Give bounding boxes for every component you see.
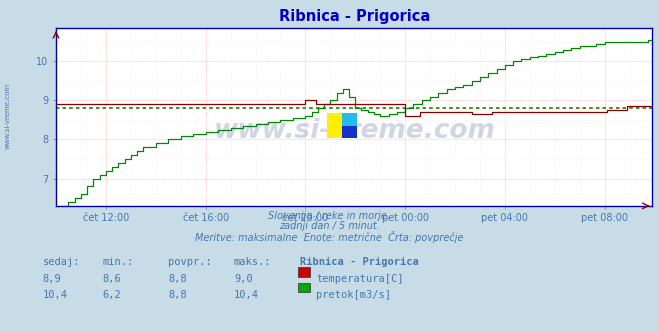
Text: 8,9: 8,9 (43, 274, 61, 284)
Text: 10,4: 10,4 (234, 290, 259, 299)
Text: Ribnica - Prigorica: Ribnica - Prigorica (300, 257, 418, 267)
Text: 6,2: 6,2 (102, 290, 121, 299)
Text: Meritve: maksimalne  Enote: metrične  Črta: povprečje: Meritve: maksimalne Enote: metrične Črta… (195, 231, 464, 243)
Text: temperatura[C]: temperatura[C] (316, 274, 404, 284)
Text: sedaj:: sedaj: (43, 257, 80, 267)
Text: pretok[m3/s]: pretok[m3/s] (316, 290, 391, 299)
Bar (342, 114, 357, 126)
Text: 8,8: 8,8 (168, 290, 186, 299)
Text: 8,8: 8,8 (168, 274, 186, 284)
Text: www.si-vreme.com: www.si-vreme.com (214, 118, 495, 144)
Bar (328, 114, 342, 138)
Text: 10,4: 10,4 (43, 290, 68, 299)
Title: Ribnica - Prigorica: Ribnica - Prigorica (279, 9, 430, 24)
Text: www.si-vreme.com: www.si-vreme.com (5, 83, 11, 149)
Text: min.:: min.: (102, 257, 133, 267)
Text: Slovenija / reke in morje.: Slovenija / reke in morje. (268, 211, 391, 221)
Text: povpr.:: povpr.: (168, 257, 212, 267)
Text: 8,6: 8,6 (102, 274, 121, 284)
Text: zadnji dan / 5 minut.: zadnji dan / 5 minut. (279, 221, 380, 231)
Bar (342, 126, 357, 138)
Text: maks.:: maks.: (234, 257, 272, 267)
Text: 9,0: 9,0 (234, 274, 252, 284)
